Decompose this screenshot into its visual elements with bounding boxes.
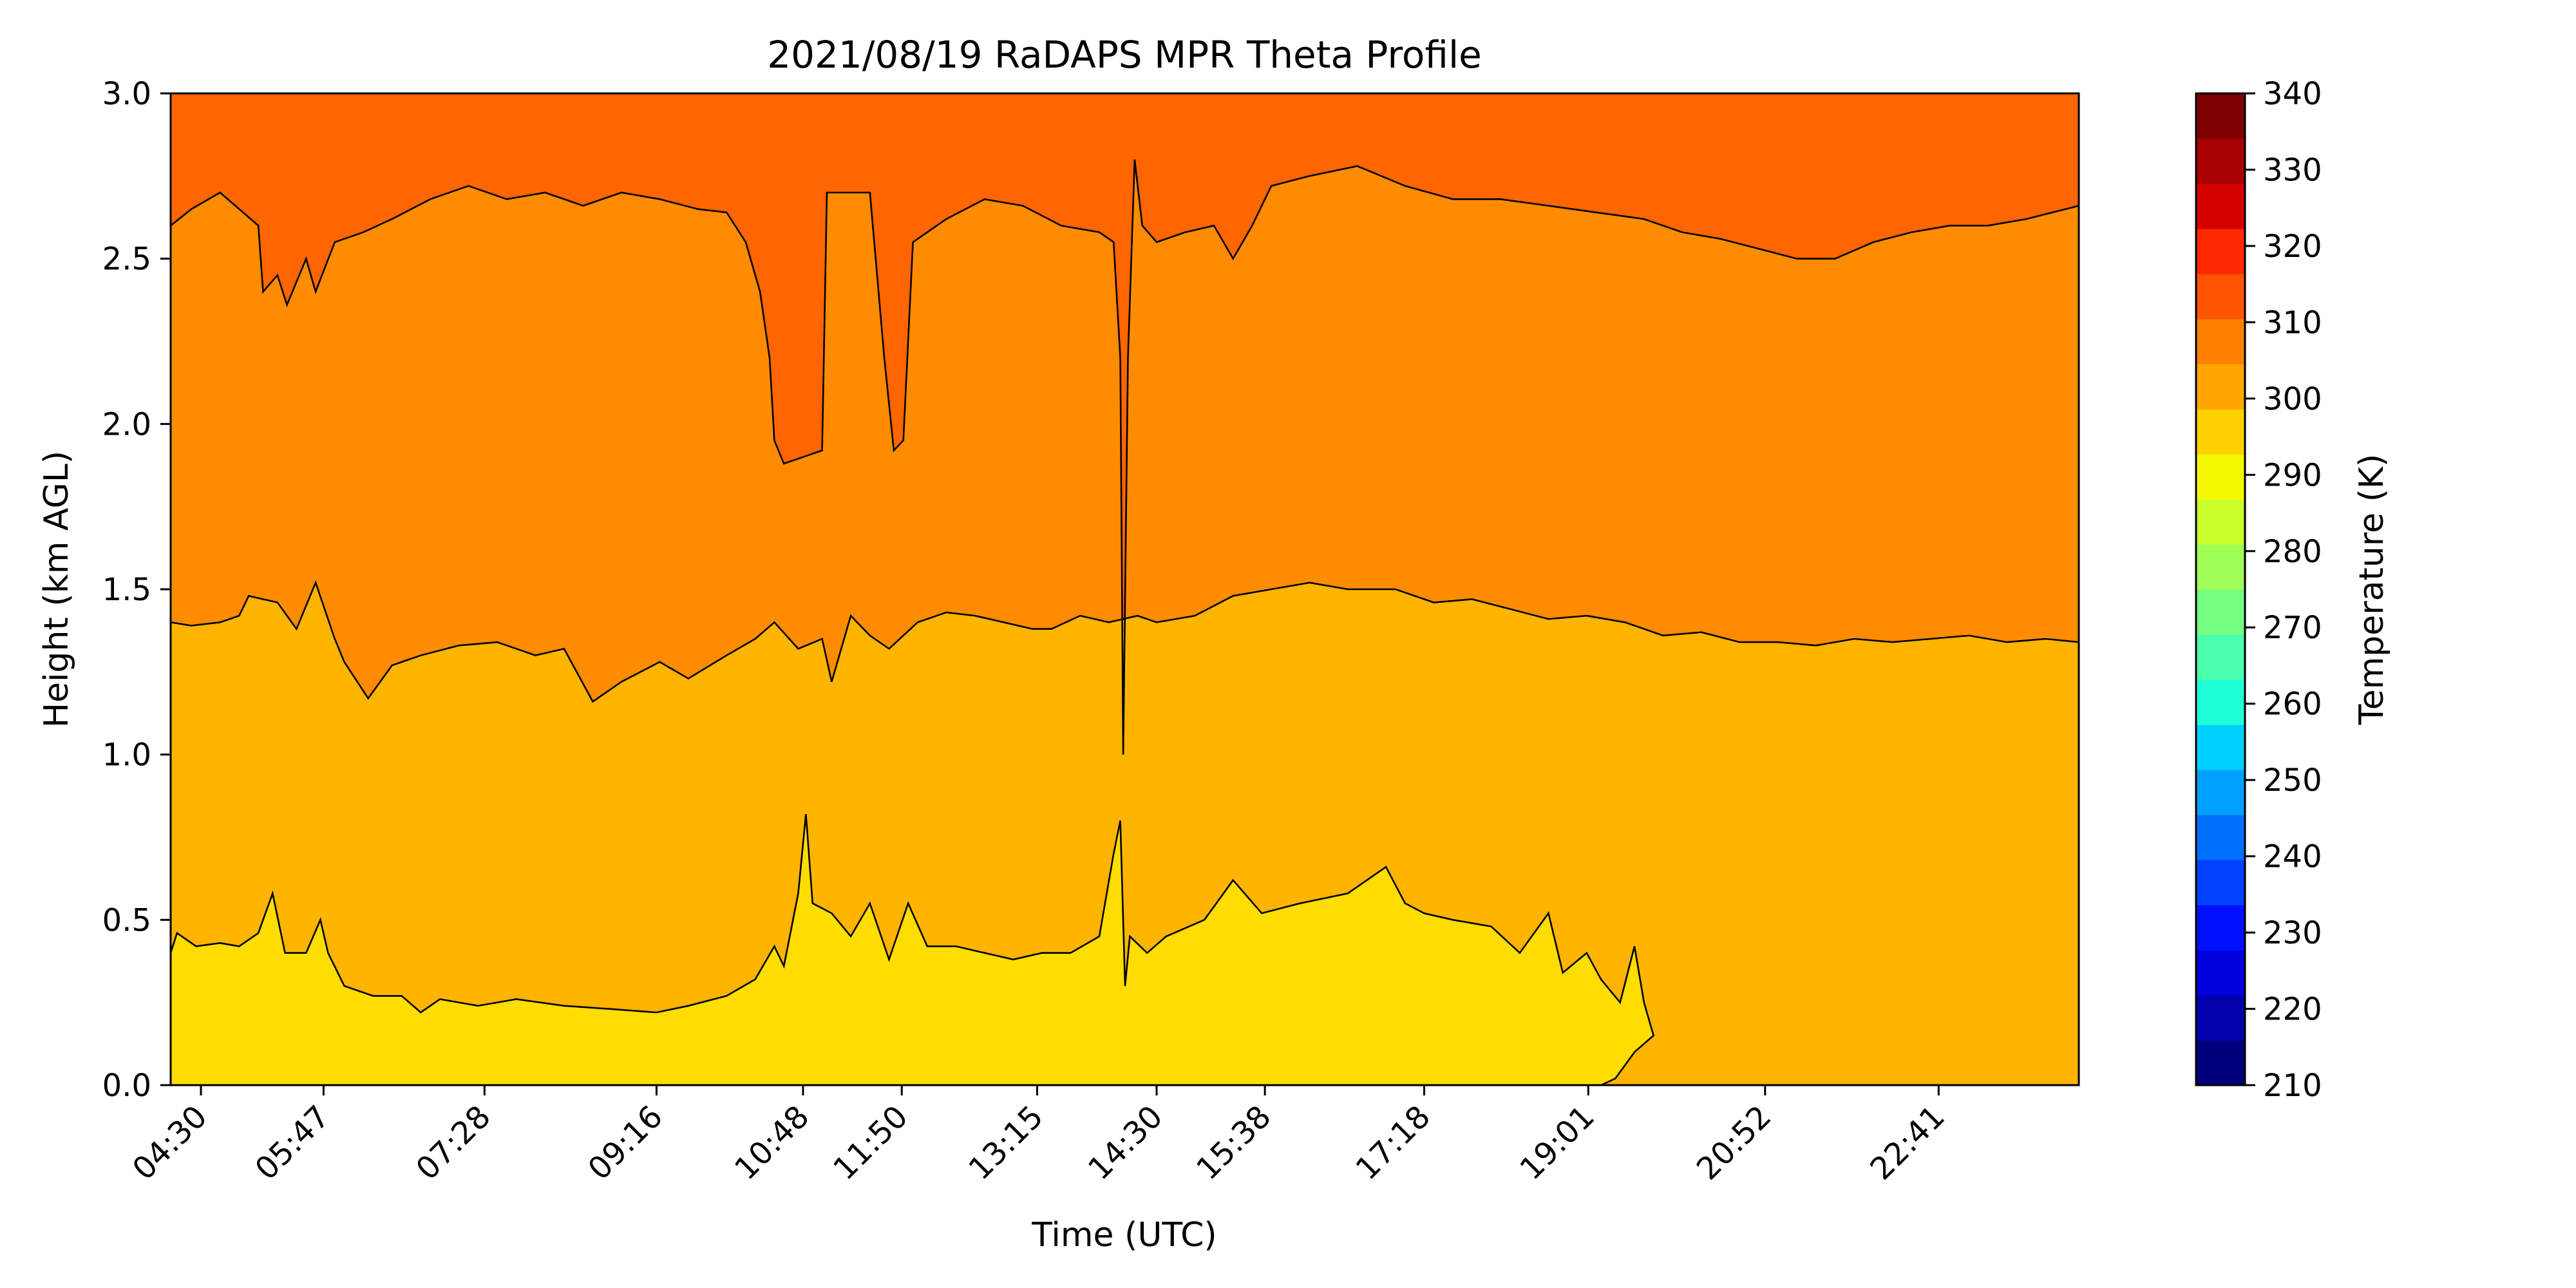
colorbar-segment [2196, 905, 2245, 951]
colorbar-label: Temperature (K) [2353, 454, 2391, 726]
colorbar-tick-label: 280 [2263, 534, 2322, 570]
colorbar-segment [2196, 815, 2245, 860]
contour-line-0 [171, 813, 1655, 1085]
colorbar-segment [2196, 184, 2245, 229]
y-tick-label: 1.0 [102, 737, 151, 773]
contour-line-2 [171, 159, 2079, 755]
colorbar-segment [2196, 860, 2245, 905]
colorbar-segment [2196, 274, 2245, 319]
colorbar-segment [2196, 499, 2245, 545]
colorbar-segment [2196, 319, 2245, 365]
x-tick-label: 07:28 [409, 1099, 497, 1187]
y-axis-label: Height (km AGL) [37, 451, 76, 728]
y-axis: 0.0 0.5 1.0 1.5 2.0 2.5 3.0 [102, 76, 171, 1104]
x-tick-label: 09:16 [582, 1099, 670, 1187]
colorbar-tick-label: 250 [2263, 762, 2322, 799]
x-tick-label: 10:48 [728, 1099, 816, 1187]
colorbar-segment [2196, 229, 2245, 274]
x-tick-label: 15:38 [1189, 1099, 1278, 1187]
colorbar-frame [2195, 92, 2246, 1086]
colorbar-segment [2196, 1040, 2245, 1086]
contour-line-1 [171, 580, 2079, 703]
colorbar-segment [2196, 454, 2245, 500]
x-tick-label: 19:01 [1513, 1099, 1601, 1187]
colorbar-tick-label: 340 [2263, 76, 2322, 112]
colorbar-tick-label: 260 [2263, 687, 2322, 723]
x-tick-label: 22:41 [1863, 1099, 1951, 1187]
x-tick-label: 20:52 [1690, 1099, 1778, 1187]
colorbar-tick-label: 240 [2263, 839, 2322, 875]
colorbar-tick-label: 310 [2263, 305, 2322, 341]
x-tick-label: 13:15 [962, 1099, 1050, 1187]
colorbar: 210 220 230 240 250 260 270 280 290 300 310 320 330 3… [2195, 76, 2322, 1104]
x-tick-label: 04:30 [126, 1099, 214, 1187]
colorbar-tick-label: 290 [2263, 457, 2322, 493]
x-tick-label: 11:50 [826, 1099, 914, 1187]
colorbar-tick-label: 300 [2263, 381, 2322, 417]
x-axis-label: Time (UTC) [1031, 1216, 1217, 1255]
colorbar-segment [2196, 138, 2245, 184]
colorbar-segment [2196, 634, 2245, 680]
x-tick-label: 17:18 [1349, 1099, 1437, 1187]
colorbar-segment [2196, 995, 2245, 1041]
y-tick-label: 2.0 [102, 406, 151, 442]
colorbar-tick-label: 220 [2263, 992, 2322, 1028]
y-tick-label: 0.5 [102, 902, 151, 938]
y-tick-label: 1.5 [102, 572, 151, 608]
y-tick-label: 2.5 [102, 242, 151, 278]
colorbar-segment [2196, 364, 2245, 410]
colorbar-segment [2196, 679, 2245, 725]
x-tick-label: 14:30 [1081, 1099, 1170, 1187]
band-290-300 [171, 814, 1654, 1085]
band-300-305 [171, 582, 2079, 1085]
chart-title: 2021/08/19 RaDAPS MPR Theta Profile [767, 33, 1482, 77]
y-tick-label: 3.0 [102, 76, 151, 112]
colorbar-tick-label: 270 [2263, 610, 2322, 646]
colorbar-segment [2196, 93, 2245, 139]
y-tick-label: 0.0 [102, 1068, 151, 1104]
x-axis: 04:30 05:47 07:28 09:16 10:48 11:50 13:15 14:30… [126, 1085, 1952, 1187]
colorbar-tick-label: 210 [2263, 1068, 2322, 1104]
colorbar-segment [2196, 950, 2245, 996]
colorbar-tick-label: 330 [2263, 152, 2322, 188]
colorbar-segment [2196, 409, 2245, 455]
colorbar-segment [2196, 770, 2245, 815]
colorbar-segment [2196, 544, 2245, 590]
colorbar-tick-label: 230 [2263, 915, 2322, 951]
x-tick-label: 05:47 [249, 1099, 337, 1187]
colorbar-tick-label: 320 [2263, 229, 2322, 265]
plot-area [171, 93, 2079, 1085]
colorbar-segment [2196, 724, 2245, 770]
colorbar-segment [2196, 589, 2245, 635]
